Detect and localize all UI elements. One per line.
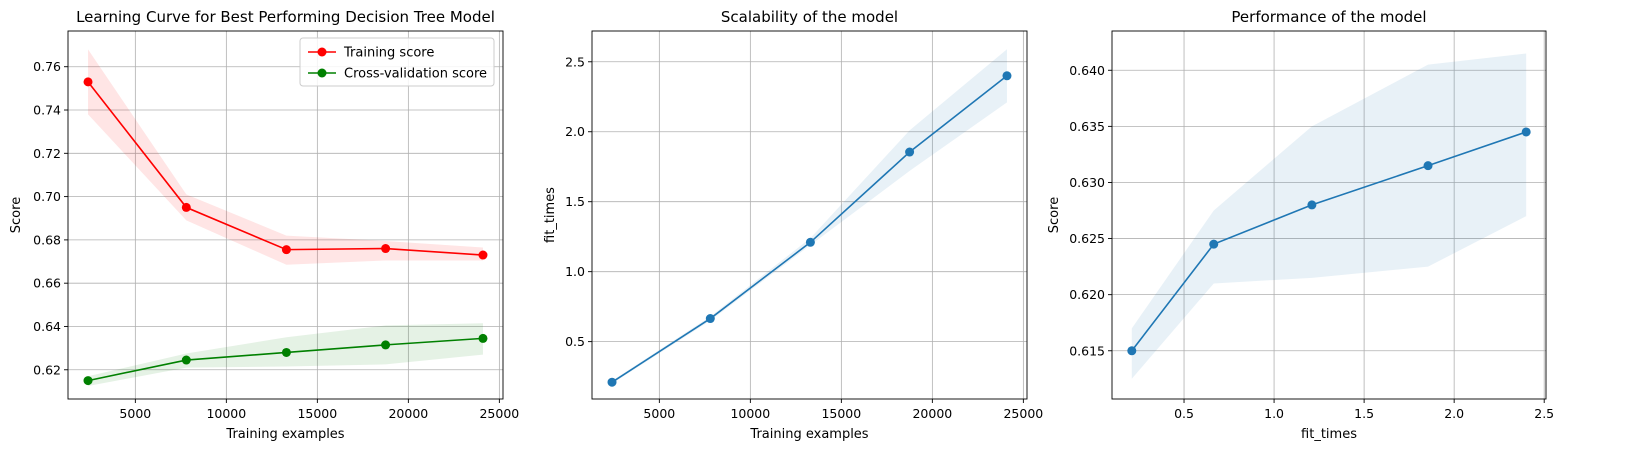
- learning-curve-y-tick-label: 0.70: [33, 189, 61, 204]
- performance-x-axis-label: fit_times: [1301, 427, 1357, 442]
- learning-curve-series-1-point: [181, 355, 191, 365]
- learning-curve-series-1-point: [281, 347, 291, 357]
- performance-series-0-point: [1209, 239, 1219, 249]
- learning-curve-legend-box: [299, 37, 495, 87]
- learning-curve-series-0-point: [281, 245, 291, 255]
- performance-series-0-point: [1307, 200, 1317, 210]
- performance-series-0-point: [1423, 161, 1433, 171]
- performance-x-tick-label: 1.5: [1354, 406, 1374, 421]
- learning-curve-legend-label: Cross-validation score: [344, 67, 487, 82]
- learning-curve-legend-label: Training score: [343, 46, 434, 61]
- scalability-y-tick-label: 0.5: [565, 334, 585, 349]
- scalability-series-0-point: [705, 314, 715, 324]
- scalability-y-tick-label: 1.0: [565, 264, 585, 279]
- performance-x-tick-label: 2.5: [1534, 406, 1554, 421]
- scalability-y-tick-label: 2.0: [565, 124, 585, 139]
- performance-y-tick-label: 0.615: [1069, 343, 1105, 358]
- learning-curve-x-tick-label: 20000: [388, 406, 428, 421]
- performance-y-tick-label: 0.635: [1069, 119, 1105, 134]
- learning-curve-y-axis-label: Score: [9, 197, 24, 233]
- scalability-y-axis-label: fit_times: [543, 187, 558, 243]
- learning-curve-series-0-point: [381, 244, 391, 254]
- performance-panel: 0.5 1.0 1.5 2.0 2.5 0.615 0.620 0.625 0.630 0.635…: [1047, 8, 1554, 442]
- scalability-series-0-point: [905, 147, 915, 157]
- scalability-series-0-line: [611, 75, 1008, 383]
- scalability-x-tick-label: 5000: [643, 406, 675, 421]
- scalability-x-tick-label: 25000: [1003, 406, 1043, 421]
- scalability-x-tick-label: 20000: [912, 406, 952, 421]
- performance-axes-frame: [1111, 30, 1547, 400]
- learning-curve-x-tick-label: 15000: [297, 406, 337, 421]
- scalability-series-0-point: [1002, 71, 1012, 81]
- performance-y-tick-label: 0.620: [1069, 287, 1105, 302]
- learning-curve-legend-marker: [317, 68, 327, 78]
- scalability-x-axis-label: Training examples: [749, 427, 868, 442]
- learning-curve-title: Learning Curve for Best Performing Decis…: [76, 8, 495, 26]
- learning-curve-y-tick-label: 0.62: [33, 362, 61, 377]
- performance-series-0-point: [1127, 346, 1137, 356]
- scalability-x-tick-label: 15000: [821, 406, 861, 421]
- performance-series-0-point: [1521, 127, 1531, 137]
- learning-curve-legend-marker: [317, 47, 327, 57]
- learning-curve-series-0-point: [181, 202, 191, 212]
- learning-curve-y-tick-label: 0.74: [33, 103, 61, 118]
- learning-curve-series-1-point: [478, 333, 488, 343]
- performance-series-0-std-band: [1131, 53, 1527, 379]
- learning-curve-series-0-point: [83, 77, 93, 87]
- learning-curve-x-axis-label: Training examples: [225, 427, 344, 442]
- performance-x-tick-label: 2.0: [1444, 406, 1464, 421]
- learning-curve-series-1-point: [83, 376, 93, 386]
- learning-curve-series-0-point: [478, 250, 488, 260]
- performance-y-tick-label: 0.625: [1069, 231, 1105, 246]
- learning-curve-y-tick-label: 0.72: [33, 146, 61, 161]
- scalability-series-0-point: [805, 237, 815, 247]
- learning-curve-y-tick-label: 0.66: [33, 276, 61, 291]
- learning-curve-y-tick-label: 0.68: [33, 232, 61, 247]
- scalability-panel: 5000 10000 15000 20000 25000 0.5 1.0 1.5 2.0 2.5 S…: [543, 8, 1043, 442]
- performance-x-tick-label: 0.5: [1174, 406, 1194, 421]
- performance-x-tick-label: 1.0: [1264, 406, 1284, 421]
- performance-y-axis-label: Score: [1047, 197, 1062, 233]
- learning-curve-y-tick-label: 0.76: [33, 59, 61, 74]
- scalability-series-0-point: [607, 377, 617, 387]
- learning-curve-series-1-point: [381, 340, 391, 350]
- learning-curve-x-tick-label: 5000: [119, 406, 151, 421]
- performance-title: Performance of the model: [1231, 8, 1426, 26]
- scalability-axes-frame: [591, 30, 1028, 400]
- scalability-x-tick-label: 10000: [730, 406, 770, 421]
- performance-y-tick-label: 0.630: [1069, 175, 1105, 190]
- learning-curve-panel: 5000 10000 15000 20000 25000 0.62 0.64 0.66 0.68…: [9, 8, 519, 442]
- scalability-y-tick-label: 2.5: [565, 54, 585, 69]
- scalability-series-0-std-band: [612, 49, 1007, 384]
- learning-curve-y-tick-label: 0.64: [33, 319, 61, 334]
- performance-y-tick-label: 0.640: [1069, 63, 1105, 78]
- scalability-y-tick-label: 1.5: [565, 194, 585, 209]
- scalability-title: Scalability of the model: [721, 8, 898, 26]
- learning-curve-axes-frame: [67, 30, 504, 400]
- learning-curve-x-tick-label: 25000: [479, 406, 519, 421]
- learning-curve-legend: Training score Cross-validation score: [299, 37, 495, 87]
- learning-curve-x-tick-label: 10000: [206, 406, 246, 421]
